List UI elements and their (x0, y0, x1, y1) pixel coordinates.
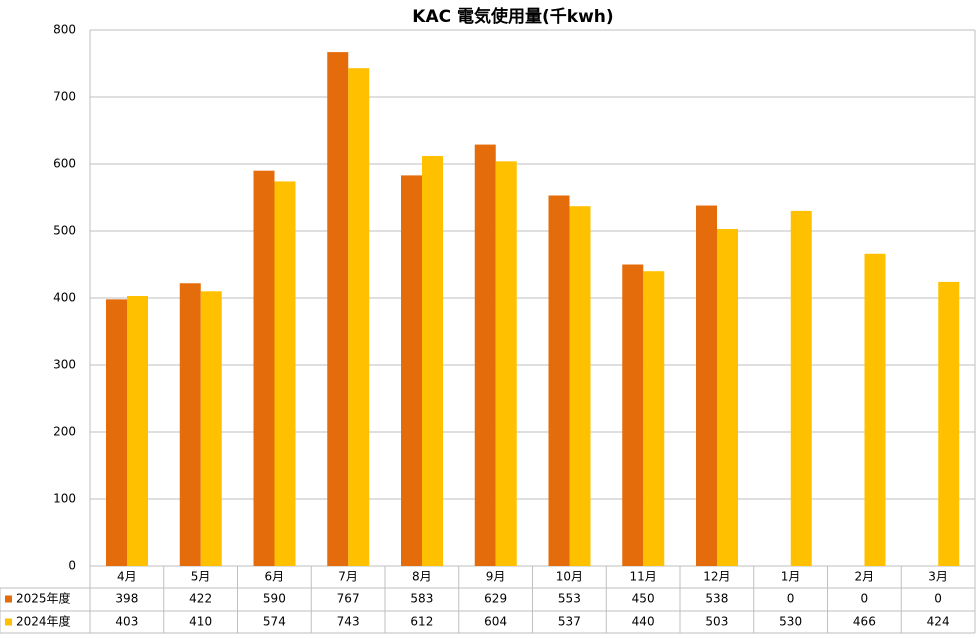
y-tick-label: 200 (53, 425, 76, 439)
x-tick-label: 9月 (486, 570, 506, 584)
bar (643, 271, 665, 566)
table-value: 0 (861, 592, 869, 606)
x-tick-label: 8月 (412, 570, 432, 584)
table-value: 403 (115, 615, 138, 629)
table-value: 450 (632, 592, 655, 606)
x-tick-label: 12月 (703, 570, 730, 584)
y-tick-label: 300 (53, 358, 76, 372)
table-value: 410 (189, 615, 212, 629)
bar (253, 170, 275, 566)
legend-label: 2024年度 (16, 614, 71, 629)
table-value: 743 (337, 615, 360, 629)
table-value: 767 (337, 592, 360, 606)
bar (548, 195, 570, 567)
bar (200, 291, 222, 566)
bar (717, 228, 738, 567)
x-tick-label: 7月 (338, 570, 358, 584)
bar (401, 175, 422, 566)
table-value: 553 (558, 592, 581, 606)
y-tick-label: 600 (53, 157, 76, 171)
table-value: 590 (263, 592, 286, 606)
bar (127, 295, 148, 566)
legend-swatch (5, 595, 12, 603)
table-value: 629 (484, 592, 507, 606)
table-value: 398 (115, 592, 138, 606)
table-value: 574 (263, 615, 286, 629)
bar (696, 205, 717, 567)
x-tick-label: 10月 (556, 570, 583, 584)
table-value: 604 (484, 615, 507, 629)
table-value: 583 (410, 592, 433, 606)
table-value: 530 (779, 615, 802, 629)
bar (474, 144, 496, 566)
bar (274, 181, 296, 567)
table-value: 422 (189, 592, 212, 606)
legend-swatch (5, 618, 12, 626)
table-value: 440 (632, 615, 655, 629)
y-tick-label: 0 (68, 559, 76, 573)
x-tick-label: 4月 (117, 570, 137, 584)
x-tick-label: 11月 (629, 570, 656, 584)
table-value: 466 (853, 615, 876, 629)
table-value: 0 (934, 592, 942, 606)
bar (495, 161, 517, 566)
bar (790, 210, 812, 566)
x-tick-label: 3月 (928, 570, 948, 584)
bar (348, 68, 370, 566)
legend-label: 2025年度 (16, 591, 71, 606)
x-tick-label: 6月 (265, 570, 285, 584)
table-value: 612 (410, 615, 433, 629)
table-value: 424 (927, 615, 950, 629)
bar (622, 264, 644, 566)
bar (938, 281, 960, 566)
bar (569, 206, 591, 566)
bar (327, 52, 349, 567)
bar (422, 155, 443, 566)
x-tick-label: 2月 (855, 570, 875, 584)
bar (106, 299, 127, 566)
table-value: 538 (705, 592, 728, 606)
y-tick-label: 100 (53, 492, 76, 506)
table-value: 503 (705, 615, 728, 629)
table-value: 537 (558, 615, 581, 629)
x-tick-label: 5月 (191, 570, 211, 584)
chart-title: KAC 電気使用量(千kwh) (412, 6, 613, 27)
y-tick-label: 800 (53, 23, 76, 37)
table-value: 0 (787, 592, 795, 606)
y-tick-label: 400 (53, 291, 76, 305)
y-tick-label: 700 (53, 90, 76, 104)
bar (179, 283, 201, 566)
y-tick-label: 500 (53, 224, 76, 238)
x-tick-label: 1月 (781, 570, 801, 584)
bar (864, 253, 886, 566)
